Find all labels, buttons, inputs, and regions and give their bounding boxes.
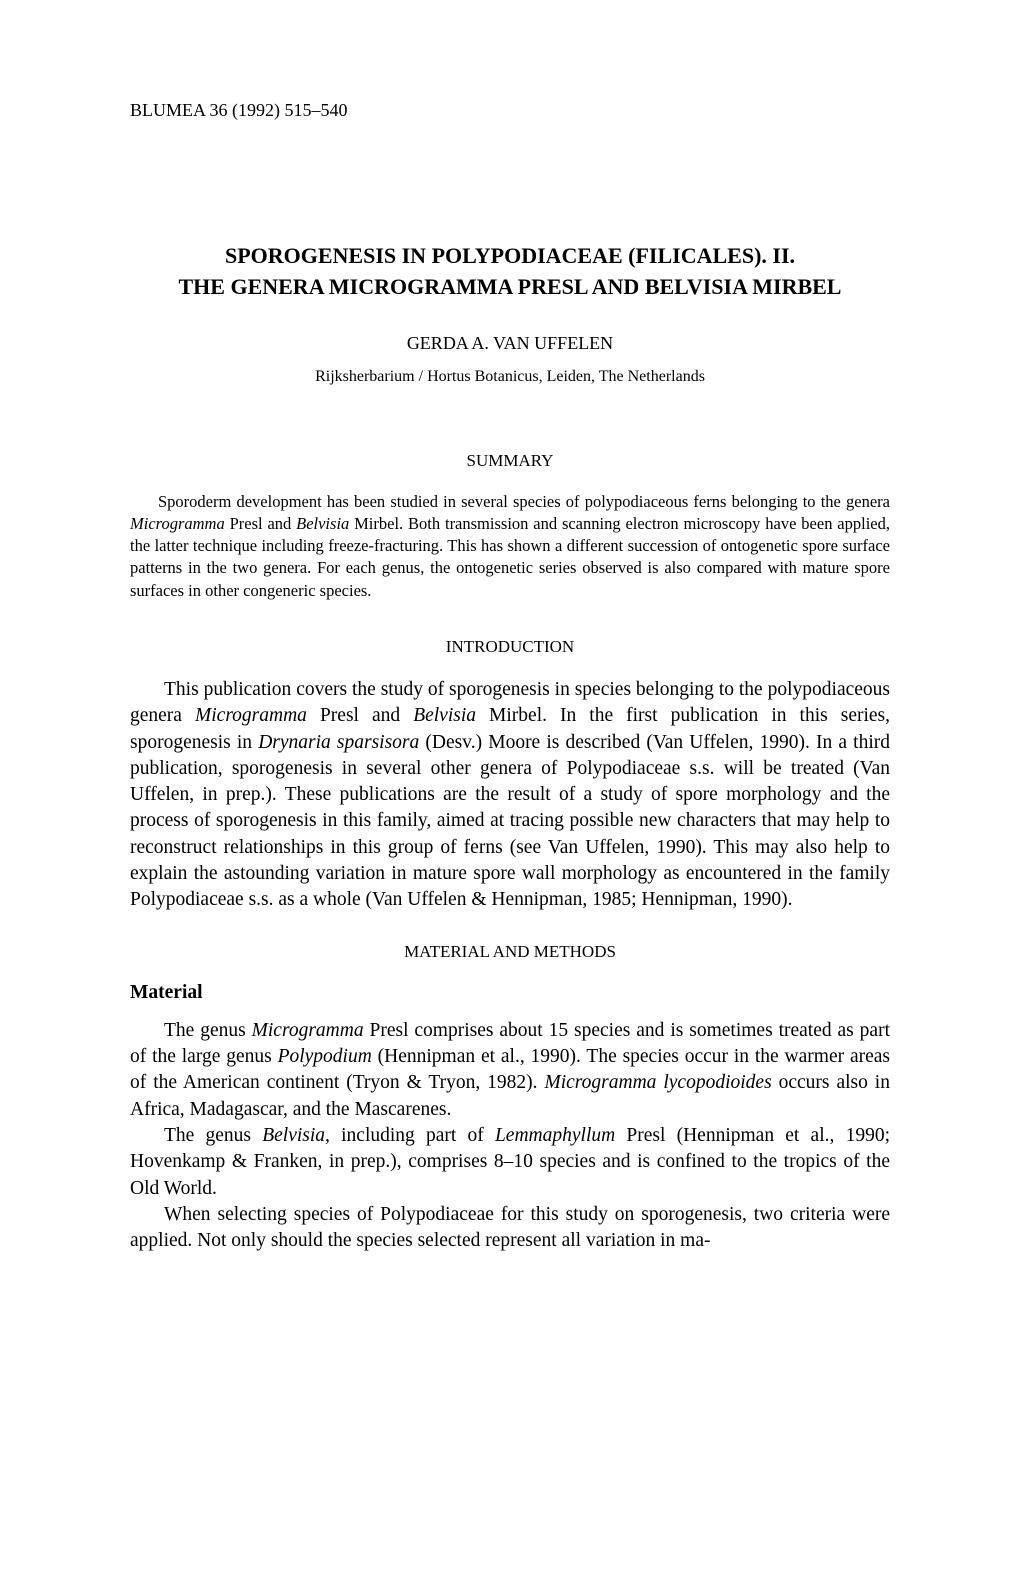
author-affiliation: Rijksherbarium / Hortus Botanicus, Leide… [130, 368, 890, 386]
article-title: SPOROGENESIS IN POLYPODIACEAE (FILICALES… [130, 241, 890, 303]
material-paragraph-1: The genus Microgramma Presl comprises ab… [130, 1018, 890, 1123]
methods-heading: MATERIAL AND METHODS [130, 942, 890, 962]
journal-header: BLUMEA 36 (1992) 515–540 [130, 100, 890, 121]
summary-paragraph: Sporoderm development has been studied i… [130, 491, 890, 602]
introduction-paragraph: This publication covers the study of spo… [130, 677, 890, 914]
material-paragraph-2: The genus Belvisia, including part of Le… [130, 1123, 890, 1202]
material-paragraph-3: When selecting species of Polypodiaceae … [130, 1202, 890, 1255]
journal-reference: BLUMEA 36 (1992) 515–540 [130, 100, 348, 120]
title-line-2: THE GENERA MICROGRAMMA PRESL AND BELVISI… [130, 272, 890, 303]
title-line-1: SPOROGENESIS IN POLYPODIACEAE (FILICALES… [130, 241, 890, 272]
author-name: GERDA A. VAN UFFELEN [130, 333, 890, 354]
summary-heading: SUMMARY [130, 451, 890, 471]
introduction-heading: INTRODUCTION [130, 637, 890, 657]
material-subheading: Material [130, 982, 890, 1004]
